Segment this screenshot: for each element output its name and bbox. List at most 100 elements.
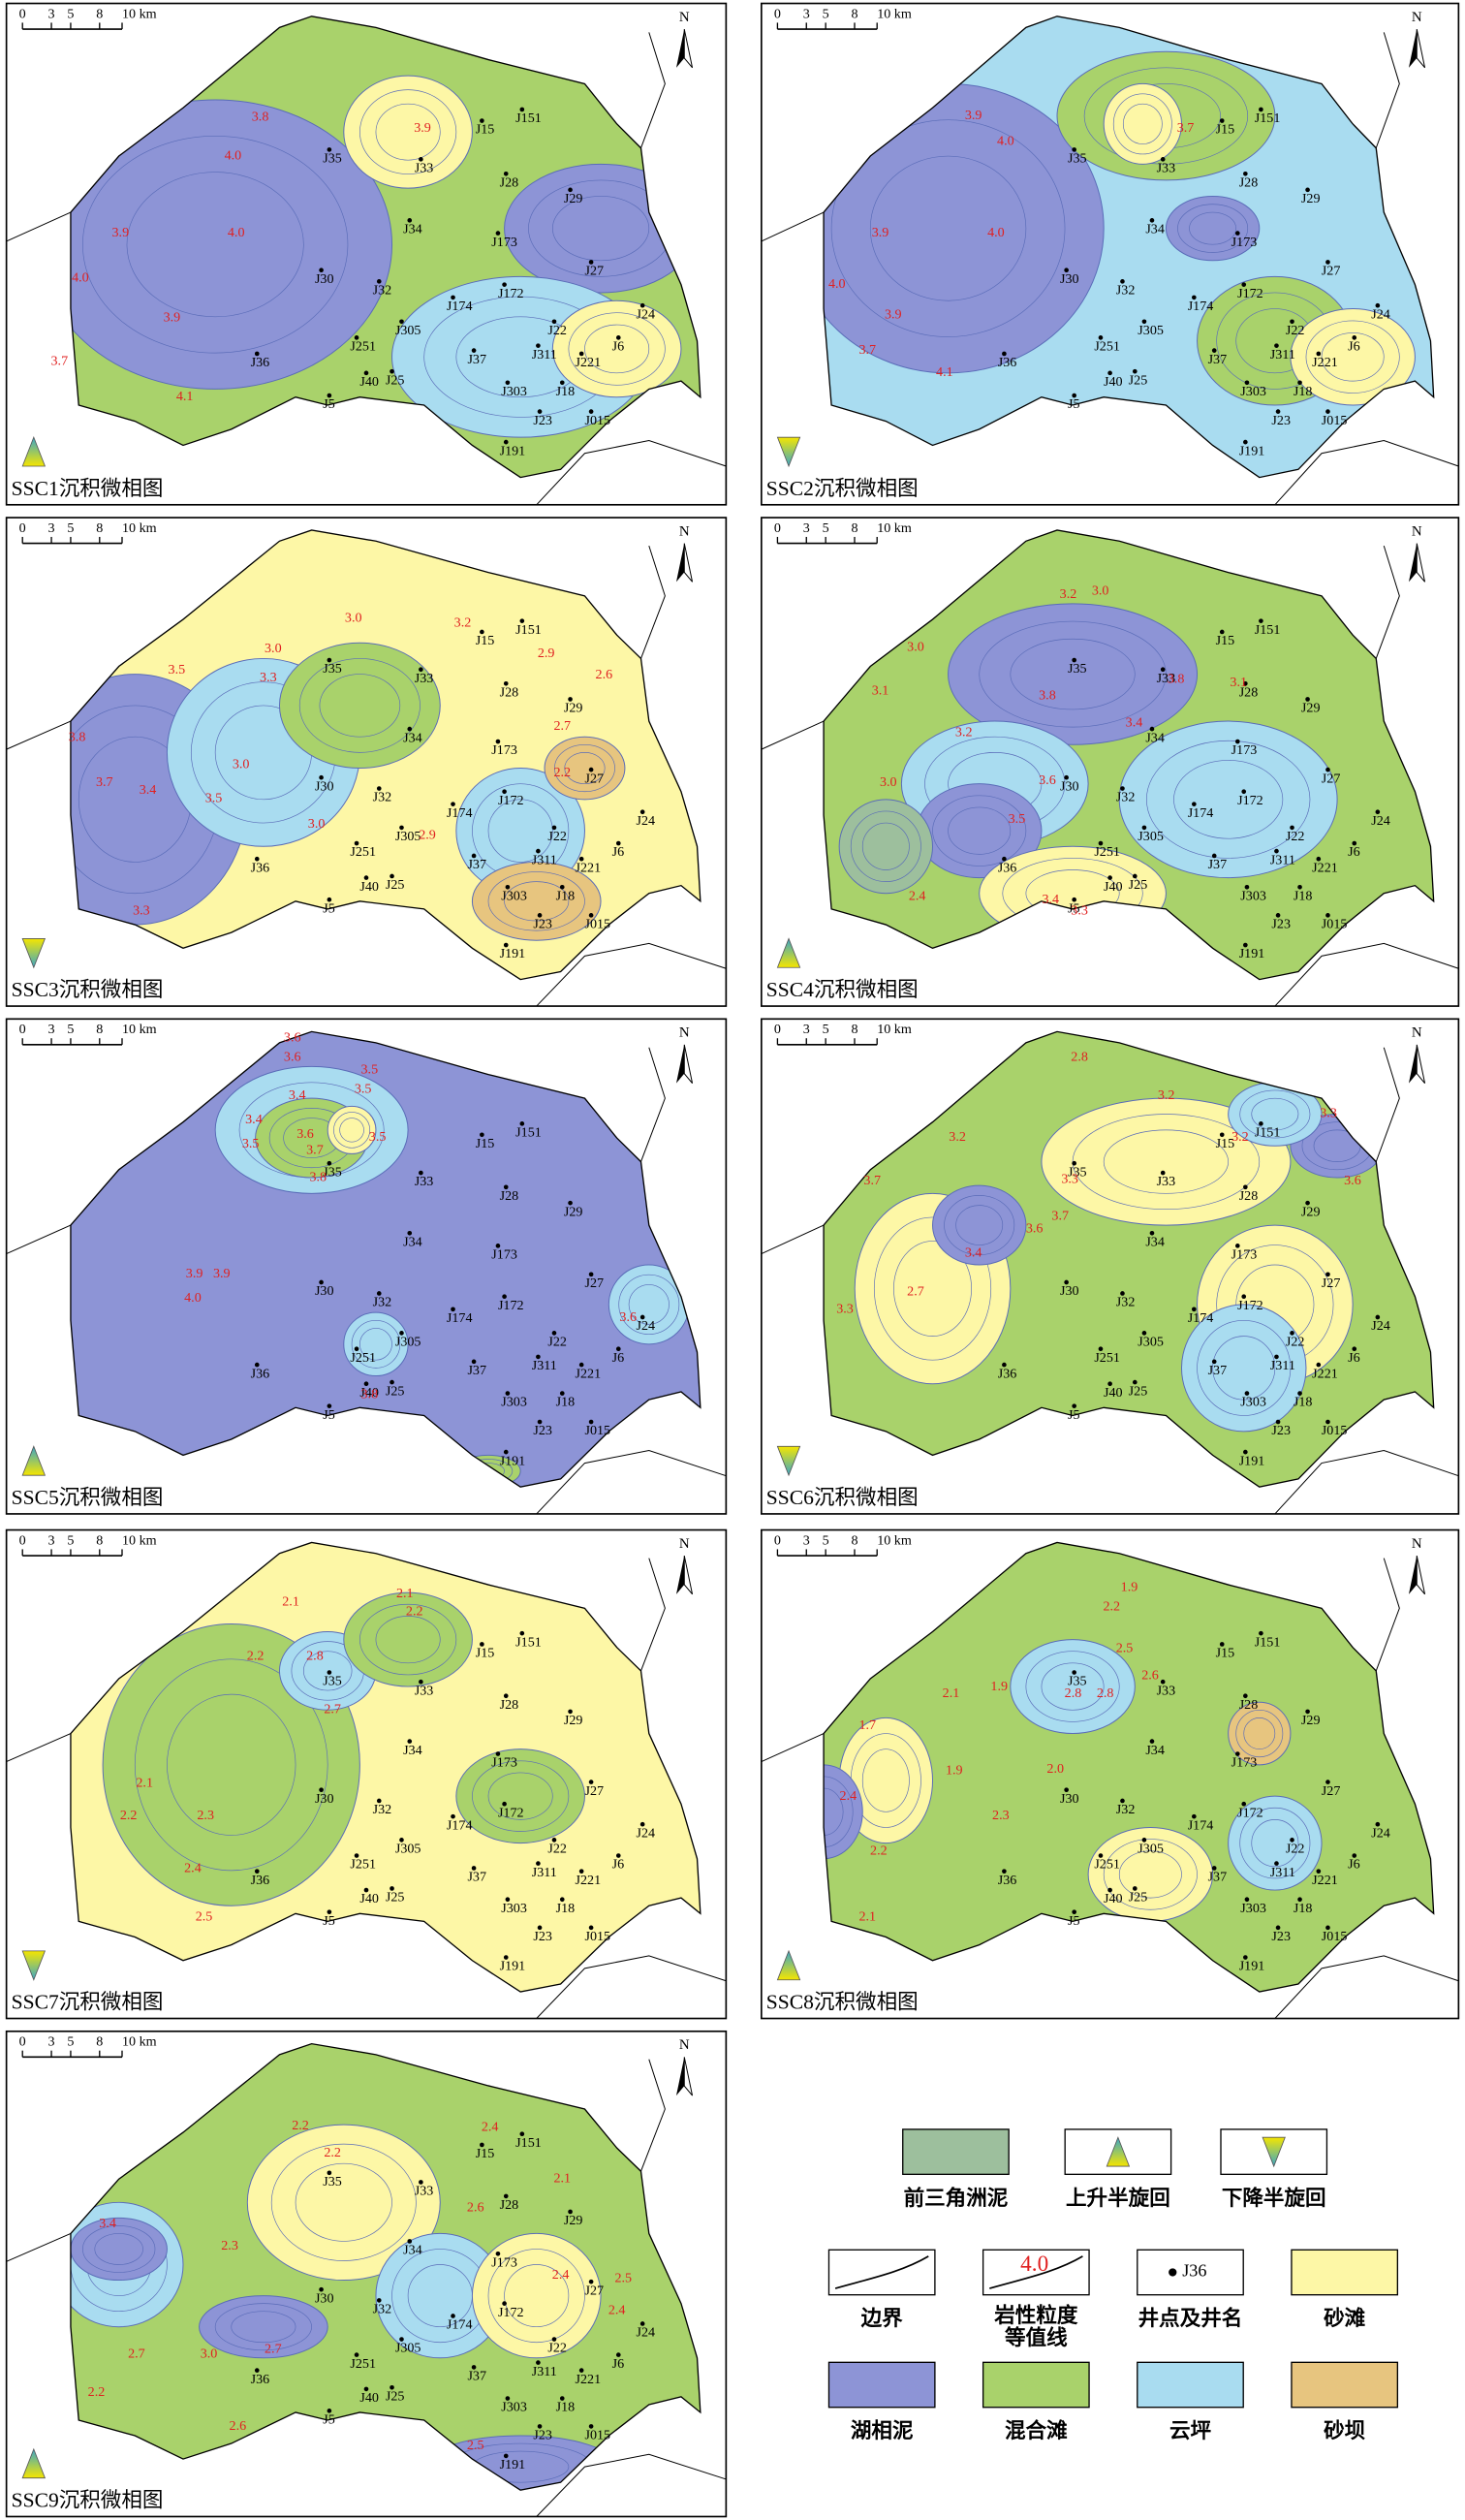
well-name: J36 [998, 860, 1017, 875]
legend-example: 4.0 [1020, 2252, 1048, 2277]
panel-title: SSC4沉积微相图 [766, 978, 919, 1001]
scale-label: 5 [823, 1532, 829, 1548]
well-dot [376, 1291, 382, 1296]
well-dot [1211, 853, 1217, 859]
contour-line [126, 172, 304, 318]
contour-label: 2.1 [858, 1908, 876, 1924]
well-name: J35 [323, 1164, 342, 1180]
contour-label: 3.9 [885, 306, 902, 322]
map-panel: 0 3 5 8 10 km N J151 J15 J35 J33 J28 J29 J34 J173 J27 J… [5, 1528, 728, 2020]
well-dot [419, 2180, 423, 2185]
well-name: J15 [476, 633, 495, 648]
well-name: J22 [547, 2341, 567, 2356]
well-name: J23 [1271, 1423, 1291, 1438]
well-name: J22 [1286, 323, 1305, 338]
contour-label: 2.2 [292, 2118, 309, 2133]
contour-label: 3.2 [454, 615, 472, 631]
well-dot [419, 1679, 423, 1685]
well-dot [1325, 1925, 1330, 1931]
facies-zone [1180, 1304, 1307, 1433]
contour-line [1321, 332, 1385, 382]
contour-line [1041, 1662, 1105, 1711]
boundary-ext [536, 1449, 727, 1515]
contour-label: 3.0 [880, 774, 897, 790]
well-name: J305 [395, 2341, 421, 2356]
well-dot [480, 629, 484, 635]
legend-swatch [827, 2361, 936, 2409]
contour-label: 2.2 [1103, 1598, 1120, 1614]
well-dot [1316, 856, 1322, 862]
well-name: J34 [1145, 1234, 1165, 1249]
well-name: J015 [584, 413, 610, 428]
scale-label: 3 [803, 6, 810, 21]
contour-line [82, 135, 349, 354]
well-name: J172 [1237, 1805, 1263, 1820]
cycle-icon [776, 937, 801, 968]
well-dot [495, 1751, 501, 1756]
facies-zone [1228, 1701, 1292, 1766]
map-panel: 0 3 5 8 10 km N J151 J15 J35 J33 J28 J29 J34 J173 J27 J… [761, 2, 1460, 506]
contour-line [303, 1651, 353, 1691]
well-name: J25 [386, 372, 405, 388]
contour-line [1010, 638, 1136, 710]
well-name: J151 [1255, 1634, 1281, 1650]
well-dot [1243, 1693, 1248, 1699]
well-name: J173 [1231, 742, 1258, 758]
legend-label: 井点及井名 [1138, 2306, 1243, 2330]
well-dot [495, 739, 501, 744]
well-name: J5 [323, 396, 335, 412]
well-dot [1064, 268, 1069, 273]
contour-line [1239, 1807, 1311, 1879]
contour-line [472, 1760, 570, 1832]
well-dot [451, 802, 455, 806]
contour-label: 1.7 [858, 1717, 876, 1733]
contour-line [1189, 211, 1237, 245]
well-dot [376, 1798, 382, 1804]
contour-line [1235, 1709, 1284, 1758]
well-name: J25 [1129, 1383, 1148, 1399]
contour-label: 3.0 [1092, 583, 1109, 599]
well-name: J191 [500, 443, 526, 458]
contour-label: 3.0 [233, 757, 250, 772]
well-name: J173 [491, 1247, 517, 1263]
well-name: J18 [1294, 888, 1313, 903]
contour-label: 3.9 [965, 108, 982, 123]
facies-zone [70, 99, 393, 390]
well-name: J174 [1188, 805, 1214, 821]
well-name: J251 [1094, 1857, 1120, 1873]
well-dot [1274, 848, 1279, 854]
contour-label: 2.3 [197, 1808, 214, 1823]
north-arrow [683, 1555, 694, 1595]
legend-label: 前三角洲泥 [904, 2186, 1009, 2210]
well-dot [1352, 1346, 1357, 1352]
well-dot [419, 1170, 423, 1176]
well-name: J251 [350, 844, 376, 860]
boundary-ext [761, 720, 825, 750]
well-name: J24 [637, 1318, 656, 1334]
contour-label: 2.2 [247, 1649, 265, 1664]
contour-label: 3.7 [96, 774, 113, 790]
contour-label: 3.6 [1344, 1173, 1361, 1188]
well-name: J40 [359, 879, 379, 895]
contour-line [134, 1658, 328, 1872]
well-name: J33 [415, 2184, 434, 2199]
well-name: J32 [1116, 790, 1136, 805]
well-name: J36 [251, 860, 270, 875]
well-dot [537, 1925, 543, 1931]
well-dot [327, 393, 332, 398]
scale-label: 10 km [877, 1022, 912, 1037]
contour-line [979, 620, 1167, 728]
well-name: J36 [251, 355, 270, 370]
well-dot [551, 825, 557, 831]
contour-line [873, 1216, 992, 1361]
contour-line [487, 799, 553, 863]
well-dot [1297, 1391, 1302, 1396]
well-name: J36 [998, 1366, 1017, 1381]
well-name: J18 [556, 2400, 576, 2415]
well-dot [536, 2360, 541, 2365]
well-name: J27 [1322, 771, 1341, 786]
well-name: J151 [1255, 1125, 1281, 1141]
well-dot [1098, 1346, 1104, 1352]
well-name: J29 [1301, 191, 1321, 206]
